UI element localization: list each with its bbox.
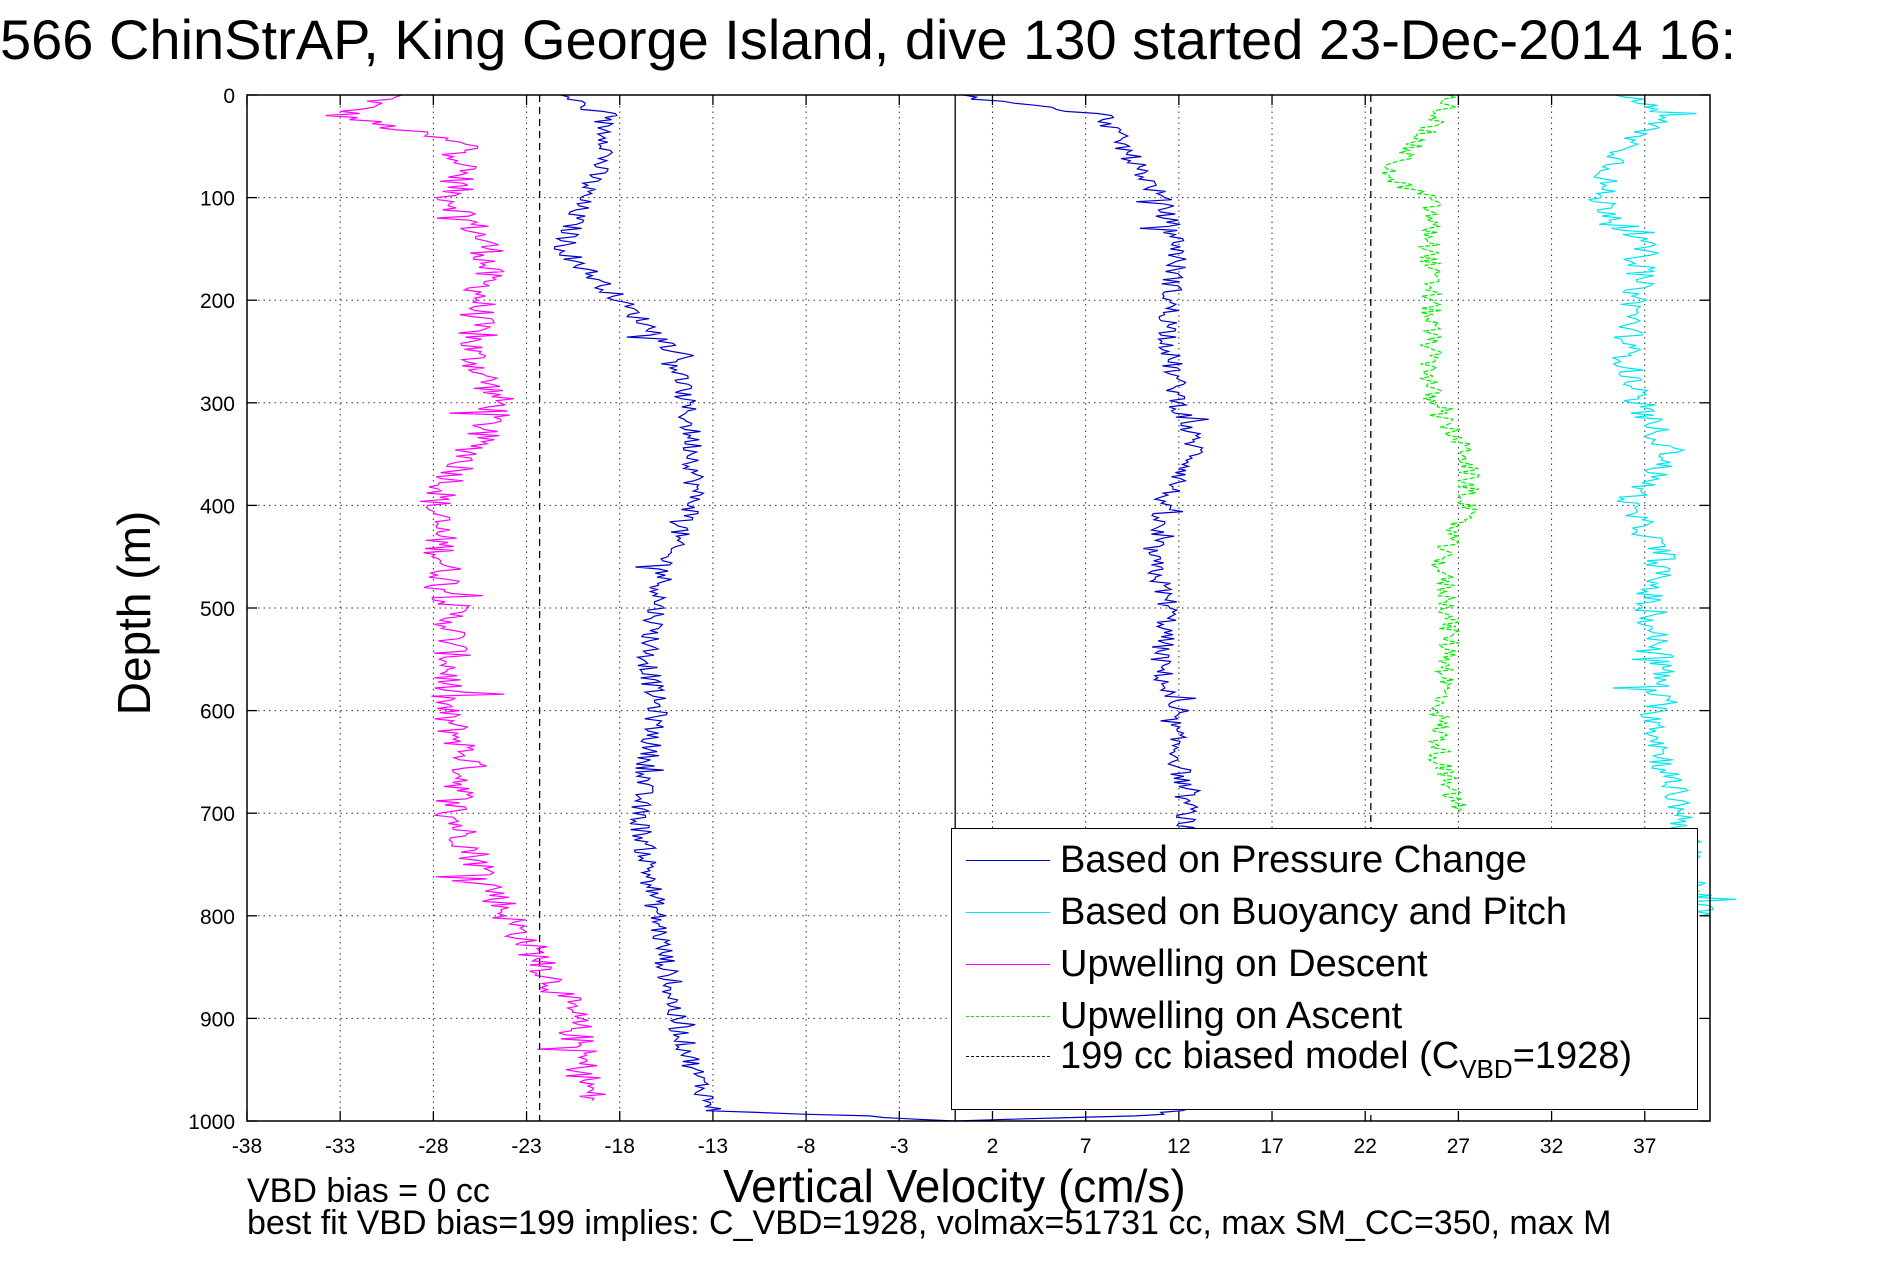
legend-swatch-upwelling-descent — [966, 963, 1050, 965]
y-tick-label: 400 — [200, 495, 235, 518]
legend-label-upwelling-ascent: Upwelling on Ascent — [1060, 994, 1403, 1037]
x-tick-label: -18 — [605, 1135, 635, 1158]
legend-label-upwelling-descent: Upwelling on Descent — [1060, 942, 1428, 985]
chart-title: 566 ChinStrAP, King George Island, dive … — [0, 8, 1737, 71]
x-tick-label: 7 — [1080, 1135, 1092, 1158]
legend-item-biased-model: 199 cc biased model (CVBD=1928) — [966, 1032, 1633, 1084]
y-tick-label: 700 — [200, 803, 235, 826]
x-tick-label: 27 — [1447, 1135, 1470, 1158]
x-tick-label: 32 — [1540, 1135, 1563, 1158]
best-fit-note: best fit VBD bias=199 implies: C_VBD=192… — [247, 1204, 1612, 1242]
vbd-bias-note: VBD bias = 0 cc — [247, 1172, 490, 1210]
x-axis-label: Vertical Velocity (cm/s) — [723, 1160, 1186, 1212]
series-upwelling-ascent — [1381, 94, 1480, 814]
y-tick-label: 0 — [223, 85, 235, 108]
axis-ticks: -38 -33 -28 -23 -18 -13 -8 -3 2 7 12 17 22 27 32 370100… — [188, 85, 1710, 1158]
x-tick-label: -13 — [698, 1135, 728, 1158]
x-tick-label: -3 — [890, 1135, 909, 1158]
x-tick-label: 17 — [1260, 1135, 1283, 1158]
legend-swatch-pressure — [966, 859, 1050, 861]
legend-item-upwelling-descent: Upwelling on Descent — [966, 940, 1428, 988]
x-tick-label: -33 — [325, 1135, 355, 1158]
legend-swatch-upwelling-ascent — [966, 1015, 1050, 1017]
legend: Based on Pressure Change Based on Buoyan… — [951, 828, 1698, 1110]
y-tick-label: 600 — [200, 701, 235, 724]
series-buoyancy-pitch — [1587, 94, 1737, 917]
y-tick-label: 1000 — [188, 1111, 235, 1134]
y-tick-label: 300 — [200, 393, 235, 416]
y-tick-label: 500 — [200, 598, 235, 621]
x-tick-label: 37 — [1633, 1135, 1656, 1158]
x-tick-label: -23 — [511, 1135, 541, 1158]
series-pressure-descent — [553, 94, 956, 1122]
x-tick-label: 22 — [1354, 1135, 1377, 1158]
x-tick-label: -28 — [418, 1135, 448, 1158]
legend-swatch-buoyancy — [966, 911, 1050, 913]
x-tick-label: 12 — [1167, 1135, 1190, 1158]
x-tick-label: 2 — [987, 1135, 999, 1158]
y-axis-label: Depth (m) — [108, 510, 160, 716]
y-tick-label: 800 — [200, 906, 235, 929]
legend-label-biased-model: 199 cc biased model (CVBD=1928) — [1060, 1034, 1633, 1084]
legend-item-pressure: Based on Pressure Change — [966, 836, 1527, 884]
legend-label-pressure: Based on Pressure Change — [1060, 838, 1527, 881]
y-tick-label: 900 — [200, 1008, 235, 1031]
y-tick-label: 100 — [200, 188, 235, 211]
legend-item-upwelling-ascent: Upwelling on Ascent — [966, 992, 1402, 1040]
x-tick-label: -38 — [232, 1135, 262, 1158]
legend-label-buoyancy: Based on Buoyancy and Pitch — [1060, 890, 1568, 933]
y-tick-label: 200 — [200, 290, 235, 313]
legend-swatch-biased-model — [966, 1055, 1050, 1057]
x-tick-label: -8 — [797, 1135, 816, 1158]
legend-item-buoyancy: Based on Buoyancy and Pitch — [966, 888, 1567, 936]
series-upwelling-descent — [325, 94, 606, 1101]
